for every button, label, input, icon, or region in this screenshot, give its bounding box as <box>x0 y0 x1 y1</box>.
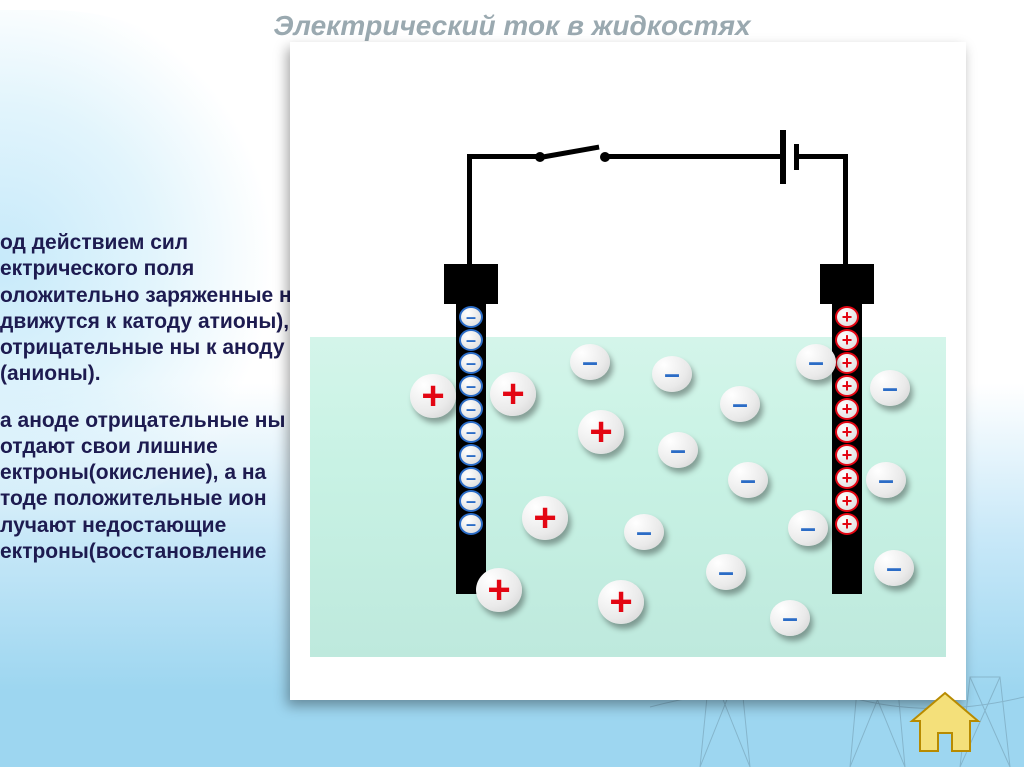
anion-icon: – <box>728 462 768 498</box>
switch-blade <box>540 145 600 160</box>
anion-icon: – <box>570 344 610 380</box>
battery-long-plate <box>780 130 786 184</box>
anion-icon: – <box>796 344 836 380</box>
cathode-charge-minus: – <box>459 306 483 328</box>
wire-top-mid <box>608 154 780 159</box>
anion-icon: – <box>652 356 692 392</box>
anode-charge-plus: + <box>835 513 859 535</box>
cathode-charge-minus: – <box>459 421 483 443</box>
anion-icon: – <box>770 600 810 636</box>
anion-icon: – <box>866 462 906 498</box>
anion-icon: – <box>624 514 664 550</box>
anode-charge-plus: + <box>835 467 859 489</box>
cathode-charge-minus: – <box>459 467 483 489</box>
description-text: од действием сил ектрического поля оложи… <box>0 230 310 585</box>
cation-icon: + <box>578 410 624 454</box>
anion-icon: – <box>658 432 698 468</box>
cation-icon: + <box>522 496 568 540</box>
diagram-panel: –––––––––– ++++++++++ ++++++––––––––––––… <box>290 42 966 700</box>
wire-top-right <box>799 154 843 159</box>
wire-top-left <box>467 154 537 159</box>
anode-charge-plus: + <box>835 490 859 512</box>
anion-icon: – <box>874 550 914 586</box>
cathode-charge-minus: – <box>459 444 483 466</box>
cathode-charge-minus: – <box>459 375 483 397</box>
cathode-charge-minus: – <box>459 513 483 535</box>
cathode-charge-minus: – <box>459 490 483 512</box>
anode-charge-plus: + <box>835 306 859 328</box>
cathode-charge-minus: – <box>459 352 483 374</box>
anion-icon: – <box>720 386 760 422</box>
anode-charge-plus: + <box>835 352 859 374</box>
home-icon[interactable] <box>906 689 984 757</box>
electrolysis-diagram: –––––––––– ++++++++++ ++++++––––––––––––… <box>310 82 946 662</box>
cathode-cap <box>444 264 498 304</box>
cathode: –––––––––– <box>456 304 486 594</box>
page-title: Электрический ток в жидкостях <box>273 10 750 42</box>
anode: ++++++++++ <box>832 304 862 594</box>
paragraph-1: од действием сил ектрического поля оложи… <box>0 230 310 388</box>
anode-cap <box>820 264 874 304</box>
anode-charge-plus: + <box>835 444 859 466</box>
anode-charge-plus: + <box>835 398 859 420</box>
cation-icon: + <box>410 374 456 418</box>
wire-cathode-up <box>467 154 472 266</box>
anode-charge-plus: + <box>835 421 859 443</box>
anion-icon: – <box>706 554 746 590</box>
anion-icon: – <box>870 370 910 406</box>
anode-charge-plus: + <box>835 329 859 351</box>
anode-charge-plus: + <box>835 375 859 397</box>
paragraph-2: а аноде отрицательные ны отдают свои лиш… <box>0 408 310 566</box>
wire-anode-up <box>843 154 848 266</box>
cation-icon: + <box>476 568 522 612</box>
cation-icon: + <box>490 372 536 416</box>
cathode-charge-minus: – <box>459 398 483 420</box>
cation-icon: + <box>598 580 644 624</box>
anion-icon: – <box>788 510 828 546</box>
cathode-charge-minus: – <box>459 329 483 351</box>
